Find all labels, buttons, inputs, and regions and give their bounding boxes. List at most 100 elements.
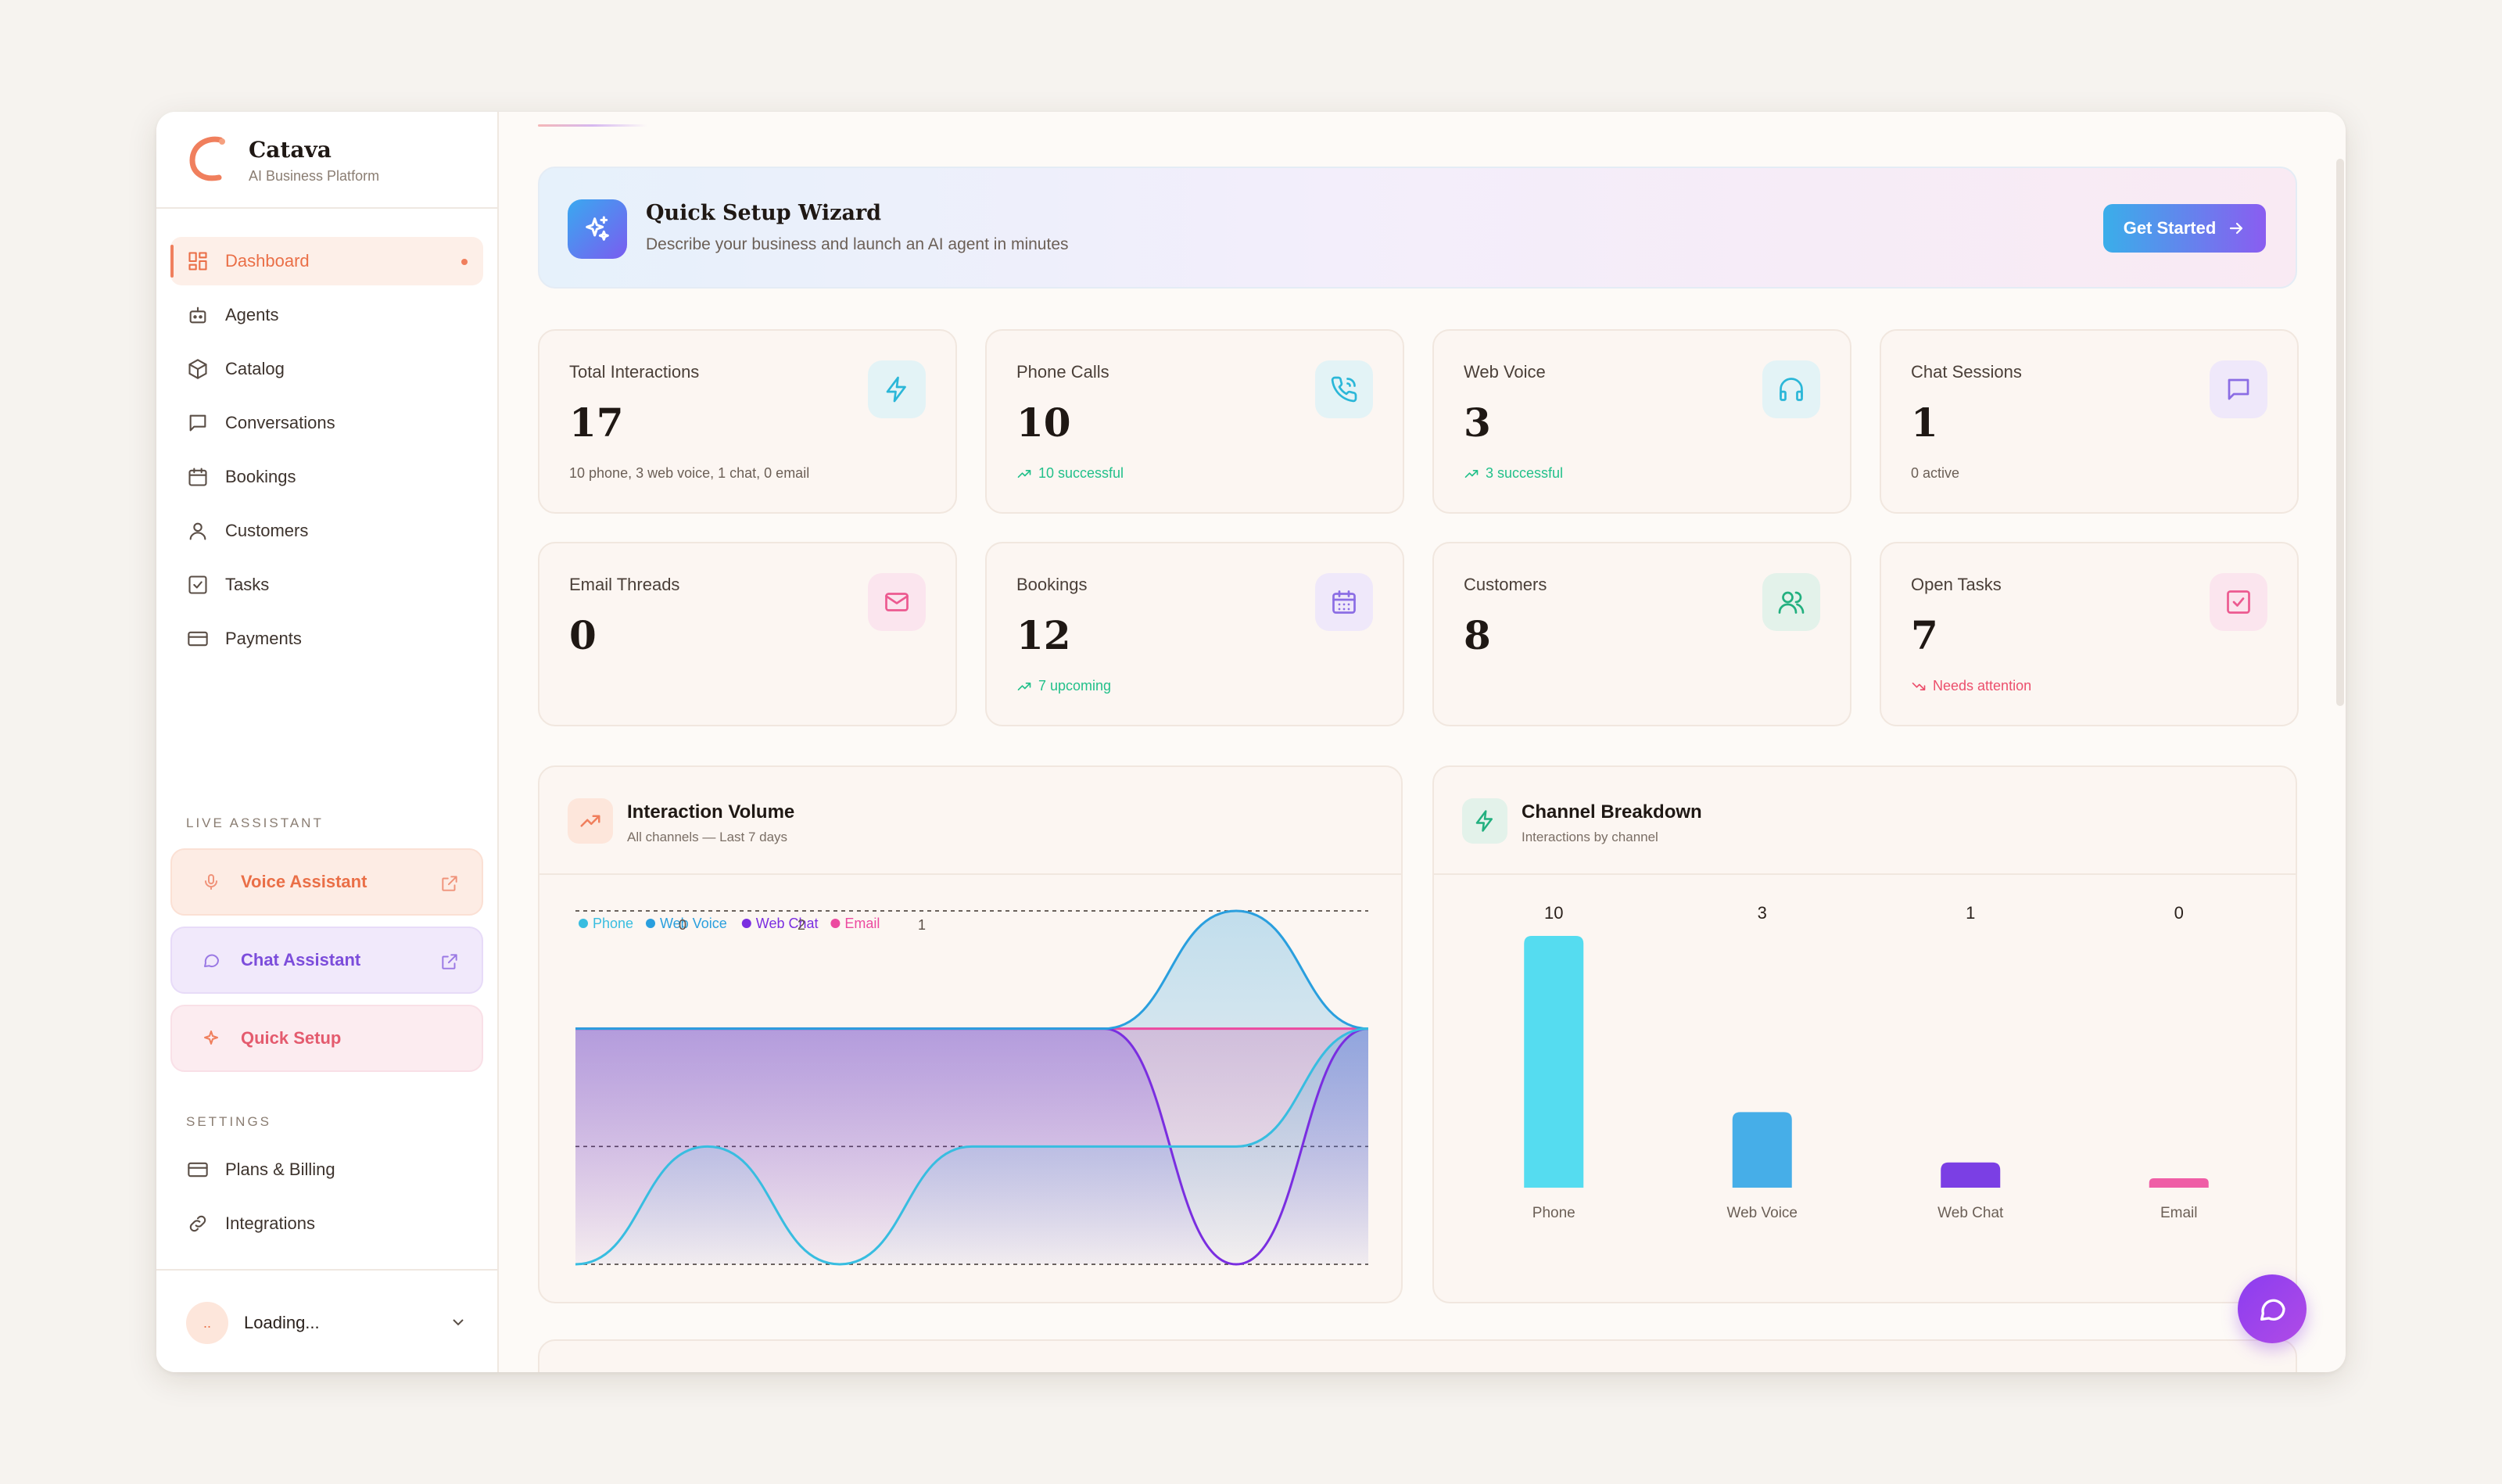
external-link-icon xyxy=(439,952,460,972)
active-dot xyxy=(461,259,468,265)
voice-assistant-label: Voice Assistant xyxy=(241,872,367,891)
channel-breakdown-panel: Channel Breakdown Interactions by channe… xyxy=(1432,765,2297,1303)
legend-label: Email xyxy=(844,916,880,931)
stat-value: 7 xyxy=(1911,612,1938,658)
stat-card-web-voice[interactable]: Web Voice 3 3 successful xyxy=(1432,329,1851,514)
legend-label: Phone xyxy=(593,916,633,931)
stat-title: Web Voice xyxy=(1464,362,1546,382)
live-assistant-heading: LIVE ASSISTANT xyxy=(186,815,324,830)
sidebar-item-label: Dashboard xyxy=(225,251,310,271)
user-icon xyxy=(186,519,210,543)
bar-value-label: 3 xyxy=(1758,903,1767,923)
app-window: Catava AI Business Platform Dashboard Ag… xyxy=(156,112,2346,1372)
stat-title: Open Tasks xyxy=(1911,575,2002,594)
stat-card-bookings[interactable]: Bookings 12 7 upcoming xyxy=(985,542,1404,726)
panel-header: Channel Breakdown Interactions by channe… xyxy=(1434,767,2296,875)
stat-title: Bookings xyxy=(1016,575,1088,594)
user-menu[interactable]: .. Loading... xyxy=(156,1269,497,1372)
card-icon xyxy=(186,627,210,651)
sidebar-item-label: Payments xyxy=(225,629,302,648)
get-started-button[interactable]: Get Started xyxy=(2103,204,2266,253)
sidebar-item-bookings[interactable]: Bookings xyxy=(170,453,483,501)
panel-subtitle: All channels — Last 7 days xyxy=(627,830,788,844)
calendar-icon xyxy=(1315,573,1373,631)
quick-setup-button[interactable]: Quick Setup xyxy=(170,1005,483,1072)
sidebar-item-label: Customers xyxy=(225,521,309,540)
series-line-web-voice xyxy=(575,909,1369,1031)
stat-title: Customers xyxy=(1464,575,1547,594)
sidebar-item-tasks[interactable]: Tasks xyxy=(170,561,483,609)
bar-email[interactable] xyxy=(2149,1178,2209,1188)
stat-subtitle: Needs attention xyxy=(1911,678,2031,694)
voice-assistant-button[interactable]: Voice Assistant xyxy=(170,848,483,916)
legend-swatch xyxy=(830,919,841,928)
sidebar-item-agents[interactable]: Agents xyxy=(170,291,483,339)
sidebar-item-integrations[interactable]: Integrations xyxy=(170,1199,483,1248)
sidebar-item-plans-billing[interactable]: Plans & Billing xyxy=(170,1145,483,1194)
stat-value: 17 xyxy=(569,400,624,446)
stat-card-phone-calls[interactable]: Phone Calls 10 10 successful xyxy=(985,329,1404,514)
scrollbar[interactable] xyxy=(2335,159,2346,706)
mail-icon xyxy=(868,573,926,631)
legend-label: Web Chat xyxy=(756,916,819,931)
stat-card-customers[interactable]: Customers 8 xyxy=(1432,542,1851,726)
bar-web-chat[interactable] xyxy=(1941,1162,2001,1188)
chat-launcher-button[interactable] xyxy=(2238,1274,2307,1343)
chevron-down-icon[interactable] xyxy=(449,1313,468,1332)
checkbox-icon xyxy=(2210,573,2267,631)
grid-icon xyxy=(186,249,210,273)
stat-card-email-threads[interactable]: Email Threads 0 xyxy=(538,542,957,726)
main-content: Quick Setup Wizard Describe your busines… xyxy=(499,112,2346,1372)
bar-phone[interactable] xyxy=(1524,936,1584,1188)
next-section-card xyxy=(538,1339,2297,1372)
sidebar-item-customers[interactable]: Customers xyxy=(170,507,483,555)
sidebar-item-label: Conversations xyxy=(225,413,335,432)
stat-value: 8 xyxy=(1464,612,1491,658)
chat-icon xyxy=(2210,360,2267,418)
settings-nav: Plans & Billing Integrations xyxy=(170,1145,483,1253)
bar-category-label: Phone xyxy=(1532,1205,1575,1221)
stat-value: 3 xyxy=(1464,400,1491,446)
panel-header: Interaction Volume All channels — Last 7… xyxy=(539,767,1401,875)
trending-up-icon xyxy=(568,798,613,844)
stat-value: 12 xyxy=(1016,612,1071,658)
chat-assistant-button[interactable]: Chat Assistant xyxy=(170,927,483,994)
page-loading-indicator xyxy=(538,124,647,127)
stat-subtitle: 10 phone, 3 web voice, 1 chat, 0 email xyxy=(569,465,810,481)
stat-title: Email Threads xyxy=(569,575,680,594)
sidebar-item-payments[interactable]: Payments xyxy=(170,615,483,663)
stat-card-open-tasks[interactable]: Open Tasks 7 Needs attention xyxy=(1880,542,2299,726)
stat-subtitle: 7 upcoming xyxy=(1016,678,1111,694)
wizard-title: Quick Setup Wizard xyxy=(646,201,882,225)
stat-card-chat-sessions[interactable]: Chat Sessions 1 0 active xyxy=(1880,329,2299,514)
sidebar-item-dashboard[interactable]: Dashboard xyxy=(170,237,483,285)
wizard-subtitle: Describe your business and launch an AI … xyxy=(646,235,1069,253)
arrow-right-icon xyxy=(2230,222,2243,235)
catava-logo-icon xyxy=(189,136,225,181)
sidebar-item-label: Integrations xyxy=(225,1213,315,1233)
panel-subtitle: Interactions by channel xyxy=(1522,830,1658,844)
panel-title: Channel Breakdown xyxy=(1522,801,1702,823)
brand-name: Catava xyxy=(249,137,332,163)
legend-swatch xyxy=(579,919,588,928)
sidebar-item-catalog[interactable]: Catalog xyxy=(170,345,483,393)
checkbox-icon xyxy=(186,573,210,597)
bolt-icon xyxy=(1462,798,1507,844)
quick-setup-banner: Quick Setup Wizard Describe your busines… xyxy=(538,167,2297,289)
sidebar-item-label: Tasks xyxy=(225,575,270,594)
bar-web-voice[interactable] xyxy=(1732,1112,1792,1188)
bot-icon xyxy=(186,303,210,327)
sidebar-item-conversations[interactable]: Conversations xyxy=(170,399,483,447)
axis-tick-label: 2 xyxy=(798,917,805,933)
microphone-icon xyxy=(200,871,222,893)
bar-category-label: Web Voice xyxy=(1727,1205,1798,1221)
brand-subtitle: AI Business Platform xyxy=(249,168,380,184)
chat-bubble-icon xyxy=(2260,1299,2285,1321)
brand: Catava AI Business Platform xyxy=(156,112,497,209)
user-name: Loading... xyxy=(244,1313,320,1332)
avatar: .. xyxy=(186,1302,228,1344)
link-icon xyxy=(186,1212,210,1235)
bar-value-label: 1 xyxy=(1966,903,1975,923)
stat-card-total-interactions[interactable]: Total Interactions 17 10 phone, 3 web vo… xyxy=(538,329,957,514)
scrollbar-thumb[interactable] xyxy=(2336,159,2344,706)
